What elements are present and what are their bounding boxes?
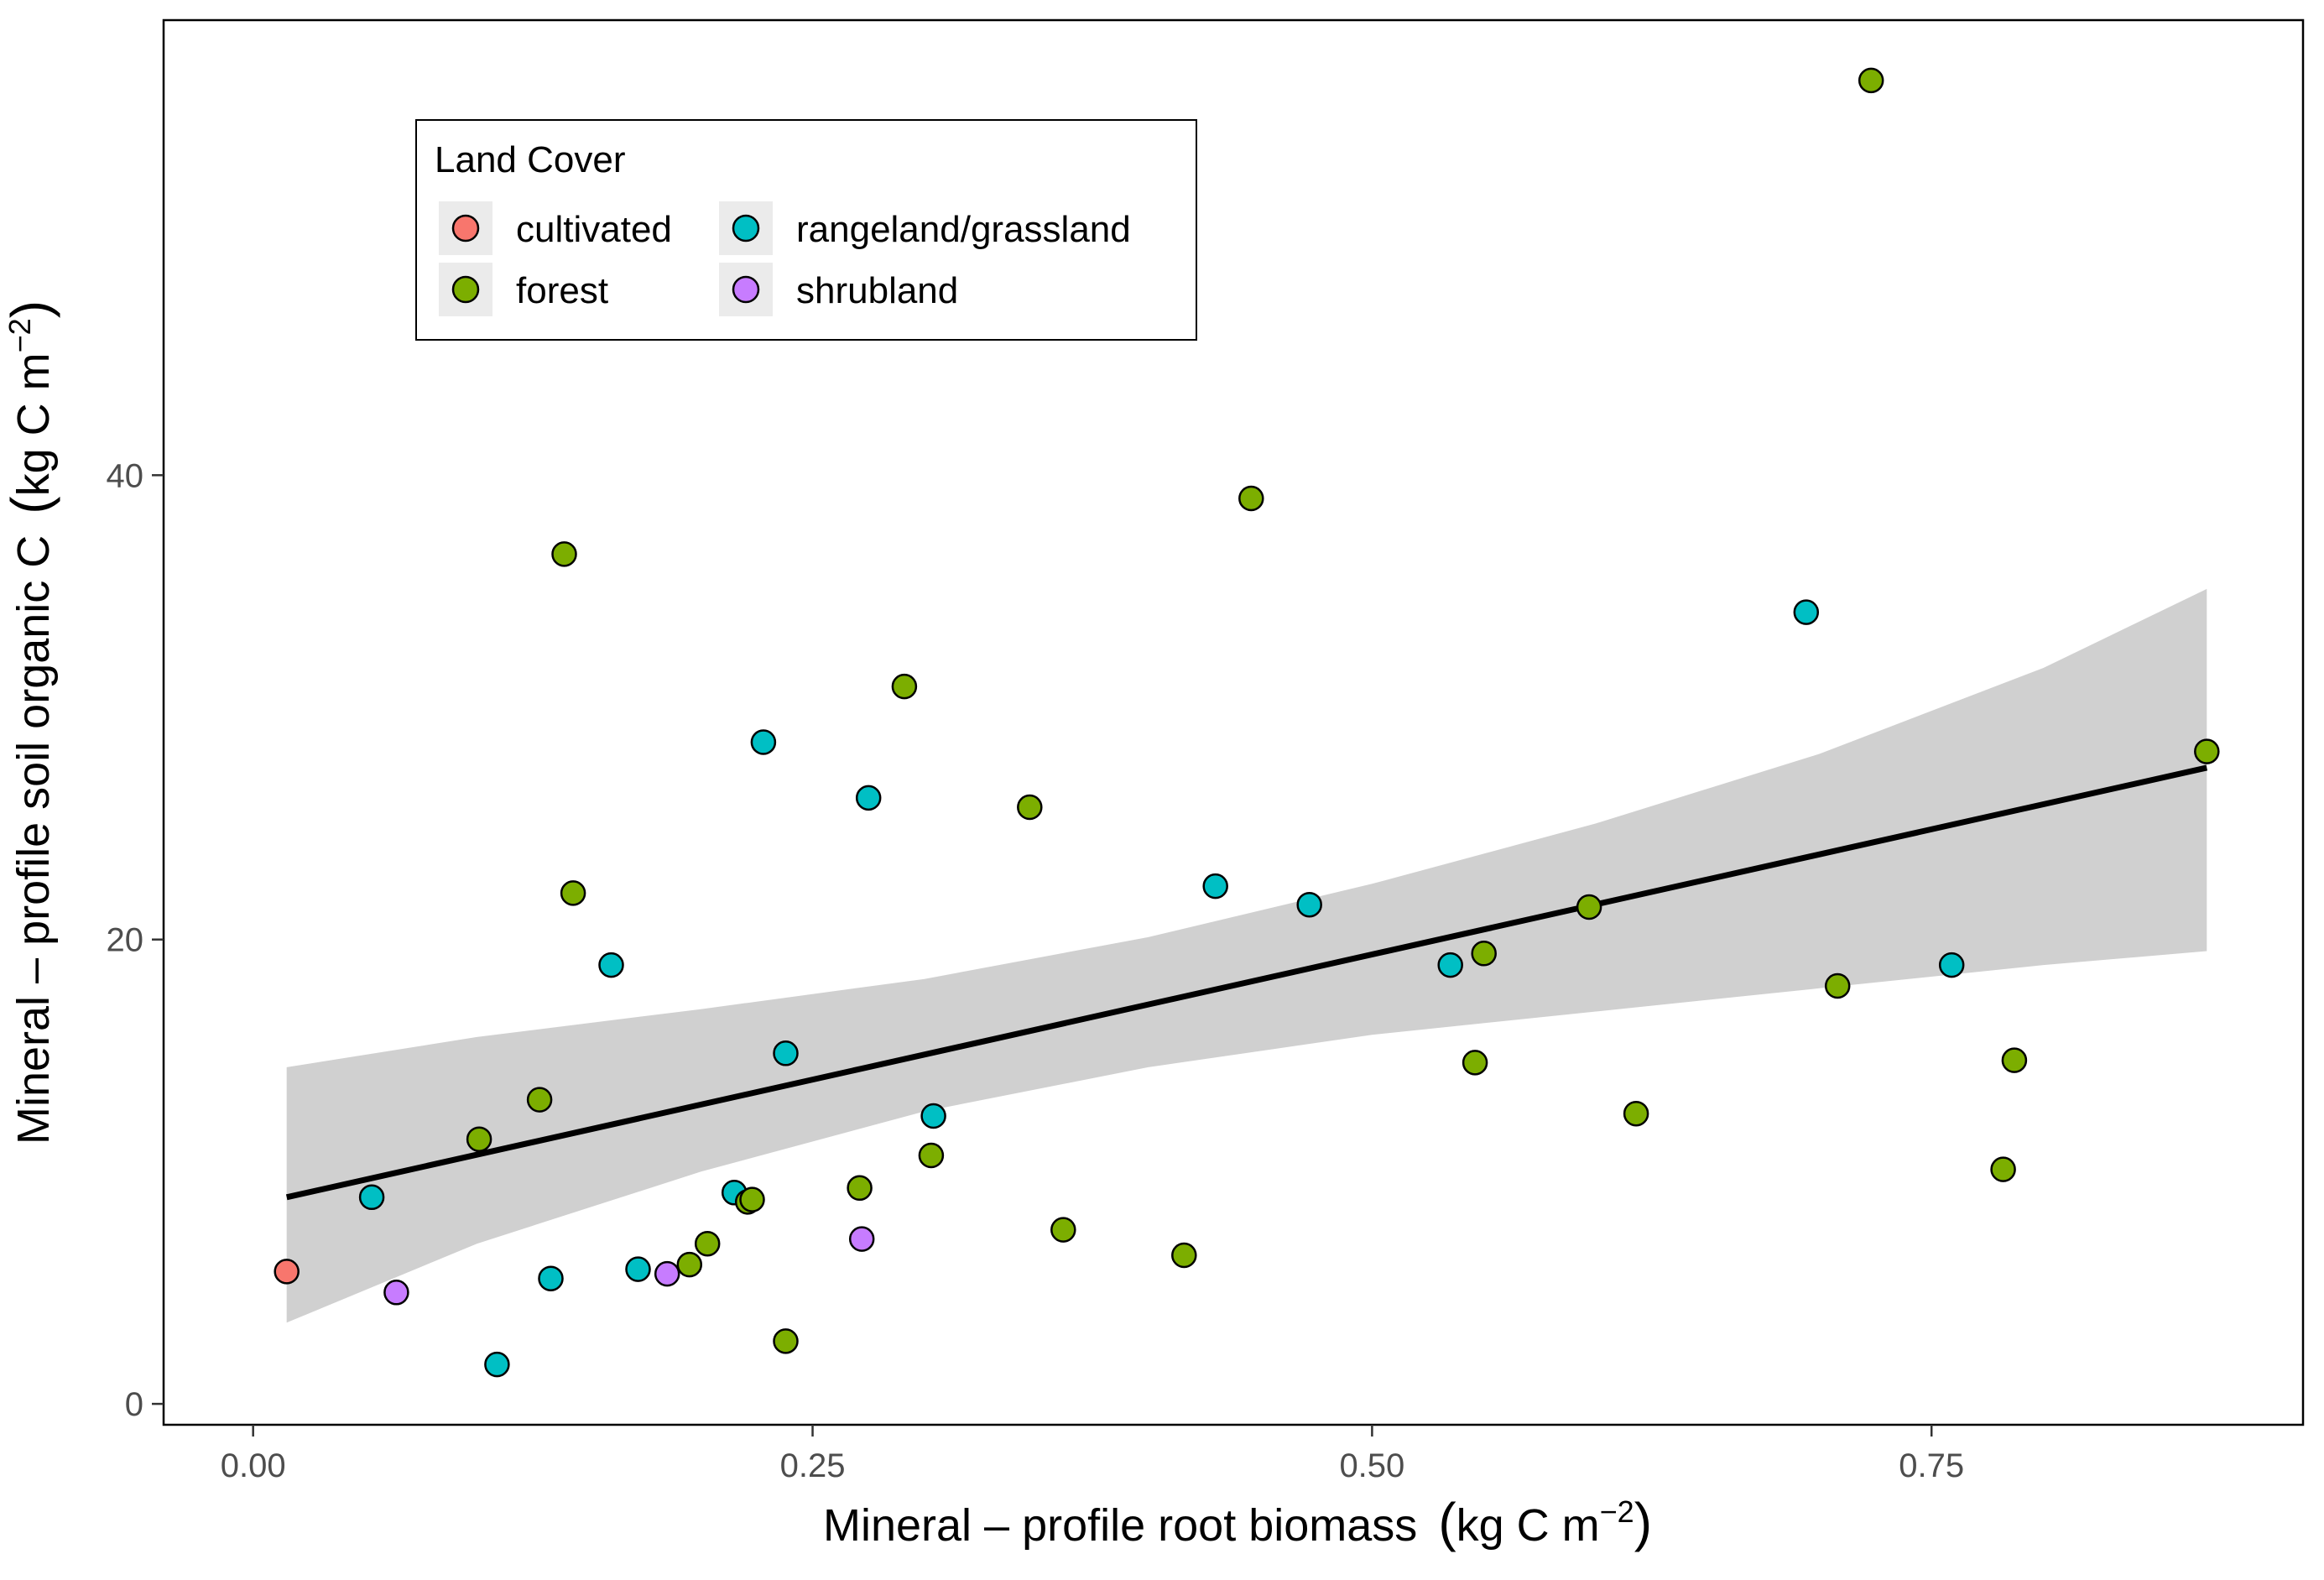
data-point-forest [1990, 1156, 2016, 1182]
x-axis-title-unit: kg C m [1456, 1500, 1600, 1551]
data-point-forest [1238, 485, 1264, 512]
y-axis-ticks: 0 20 40 [107, 457, 164, 1423]
x-tick-label: 0.25 [780, 1447, 846, 1484]
confidence-band [286, 588, 2207, 1323]
data-point-shrubland [383, 1280, 409, 1306]
trend-line-layer [285, 764, 2208, 1201]
x-tick-label: 0.50 [1339, 1447, 1404, 1484]
data-point-rangeland [1938, 952, 1965, 978]
data-point-forest [1050, 1217, 1076, 1243]
y-axis-title-open-paren: ( [0, 496, 60, 514]
data-point-rangeland [750, 729, 777, 755]
data-point-rangeland [773, 1040, 799, 1066]
data-point-rangeland [484, 1351, 510, 1378]
y-axis-title-group: Mineral – profile soil organic C (kg C m… [0, 300, 60, 1145]
x-axis-title-exponent: −2 [1600, 1494, 1634, 1529]
confidence-band-layer [286, 588, 2207, 1323]
y-axis-title-exponent: −2 [3, 318, 37, 352]
data-point-rangeland [625, 1256, 651, 1282]
y-tick-label: 40 [107, 457, 144, 494]
legend-key-rangeland-icon [732, 214, 760, 242]
data-point-rangeland [1296, 891, 1322, 918]
data-point-shrubland [654, 1260, 680, 1287]
data-point-forest [918, 1142, 945, 1169]
data-point-forest [1858, 67, 1884, 94]
data-point-forest [1471, 941, 1497, 967]
points-layer [274, 67, 2220, 1378]
legend: Land Cover cultivated forest rangeland/g… [415, 119, 1197, 341]
data-point-rangeland [598, 952, 624, 978]
x-axis-title: Mineral – profile root biomass (kg C m−2… [823, 1492, 1652, 1552]
data-point-forest [466, 1126, 492, 1152]
data-point-rangeland [855, 785, 882, 811]
data-point-forest [676, 1251, 703, 1278]
data-point-forest [551, 541, 577, 567]
x-axis-title-group: Mineral – profile root biomass (kg C m−2… [823, 1492, 1652, 1552]
data-point-cultivated [274, 1259, 300, 1285]
data-point-rangeland [538, 1265, 564, 1291]
data-point-forest [1171, 1242, 1197, 1269]
data-point-forest [526, 1087, 553, 1113]
legend-entry-cultivated: cultivated [439, 201, 672, 255]
data-point-shrubland [848, 1226, 875, 1252]
x-axis-title-close-paren: ) [1634, 1492, 1652, 1552]
plot-panel-border [162, 18, 2305, 1426]
data-point-forest [847, 1175, 873, 1202]
data-point-forest [1623, 1100, 1649, 1127]
legend-label-forest: forest [516, 270, 608, 311]
x-axis-ticks: 0.00 0.25 0.50 0.75 [221, 1425, 1964, 1484]
data-point-forest [2194, 738, 2220, 764]
legend-label-shrubland: shrubland [796, 270, 958, 311]
legend-entry-shrubland: shrubland [719, 263, 958, 316]
legend-key-forest-icon [451, 275, 480, 304]
data-point-forest [1824, 973, 1851, 999]
legend-box [415, 119, 1197, 341]
data-point-rangeland [358, 1184, 385, 1211]
legend-title: Land Cover [435, 139, 625, 180]
y-tick-label: 0 [125, 1386, 143, 1423]
data-point-forest [2001, 1047, 2028, 1073]
data-point-rangeland [1793, 599, 1820, 625]
data-point-rangeland [1202, 873, 1228, 900]
y-axis-title: Mineral – profile soil organic C (kg C m… [0, 300, 60, 1145]
legend-entry-rangeland: rangeland/grassland [719, 201, 1131, 255]
x-tick-label: 0.00 [221, 1447, 286, 1484]
y-axis-title-main: Mineral – profile soil organic C [8, 535, 59, 1145]
legend-label-cultivated: cultivated [516, 209, 672, 250]
trend-line [285, 764, 2208, 1201]
data-point-forest [739, 1186, 765, 1212]
data-point-rangeland [920, 1103, 946, 1129]
y-axis-title-unit: kg C m [8, 352, 59, 496]
data-point-rangeland [1437, 952, 1463, 978]
data-point-forest [1462, 1050, 1488, 1076]
data-point-forest [560, 880, 586, 906]
x-axis-title-open-paren: ( [1438, 1492, 1456, 1552]
data-point-forest [891, 673, 918, 700]
x-tick-label: 0.75 [1899, 1447, 1964, 1484]
data-point-forest [773, 1328, 799, 1354]
x-axis-title-main: Mineral – profile root biomass [823, 1500, 1417, 1551]
data-point-forest [694, 1230, 721, 1257]
legend-key-cultivated-icon [451, 214, 480, 242]
legend-key-shrubland-icon [732, 275, 760, 304]
data-point-forest [1017, 794, 1043, 821]
y-tick-label: 20 [107, 922, 144, 959]
data-point-forest [1576, 894, 1602, 920]
legend-label-rangeland: rangeland/grassland [796, 209, 1131, 250]
y-axis-title-close-paren: ) [0, 300, 60, 318]
legend-entry-forest: forest [439, 263, 608, 316]
